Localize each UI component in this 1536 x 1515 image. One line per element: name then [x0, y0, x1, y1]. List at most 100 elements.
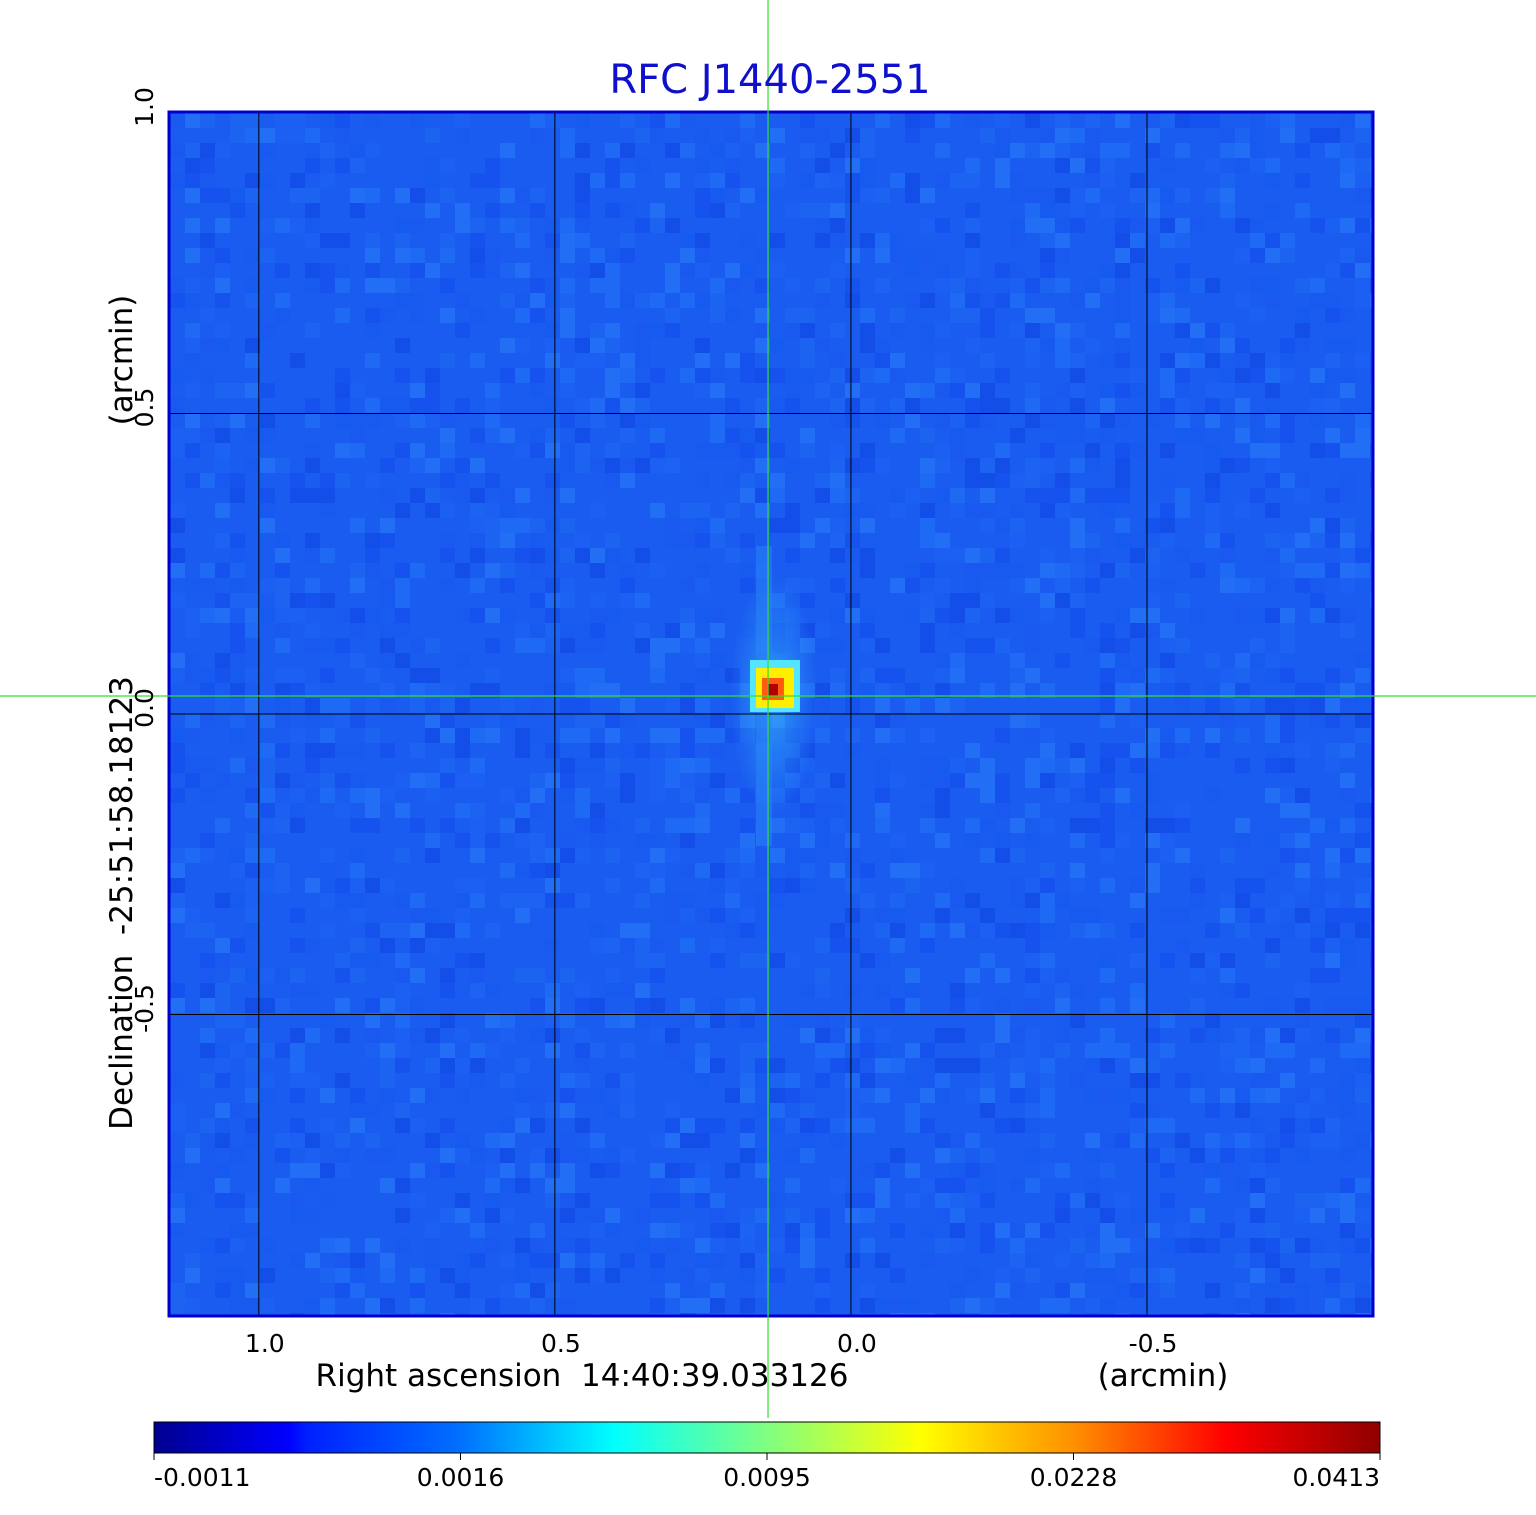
noise-pixel — [1190, 353, 1205, 368]
noise-pixel — [1070, 188, 1085, 203]
noise-pixel — [425, 1133, 440, 1148]
noise-pixel — [725, 158, 740, 173]
noise-pixel — [890, 503, 905, 518]
noise-pixel — [1235, 398, 1250, 413]
noise-pixel — [890, 173, 905, 188]
noise-pixel — [1265, 1238, 1280, 1253]
noise-pixel — [1085, 773, 1100, 788]
noise-pixel — [800, 173, 815, 188]
y-tick-label: -0.5 — [130, 984, 159, 1033]
noise-pixel — [320, 173, 335, 188]
noise-pixel — [740, 908, 755, 923]
noise-pixel — [620, 173, 635, 188]
noise-pixel — [1160, 908, 1175, 923]
noise-pixel — [230, 668, 245, 683]
noise-pixel — [1370, 173, 1372, 188]
noise-pixel — [860, 518, 875, 533]
noise-pixel — [980, 1298, 995, 1313]
noise-pixel — [395, 293, 410, 308]
noise-pixel — [830, 683, 845, 698]
noise-pixel — [215, 1103, 230, 1118]
noise-pixel — [1370, 533, 1372, 548]
noise-pixel — [620, 1103, 635, 1118]
noise-pixel — [455, 473, 470, 488]
noise-pixel — [665, 113, 680, 128]
y-axis-label: Declination -25:51:58.18123 — [104, 676, 140, 1130]
noise-pixel — [1115, 383, 1130, 398]
noise-pixel — [1190, 953, 1205, 968]
noise-pixel — [1325, 263, 1340, 278]
noise-pixel — [920, 1178, 935, 1193]
noise-pixel — [410, 308, 425, 323]
noise-pixel — [605, 968, 620, 983]
noise-pixel — [725, 1088, 740, 1103]
noise-pixel — [530, 1163, 545, 1178]
noise-pixel — [1025, 383, 1040, 398]
noise-pixel — [905, 383, 920, 398]
noise-pixel — [245, 878, 260, 893]
noise-pixel — [590, 248, 605, 263]
noise-pixel — [245, 893, 260, 908]
noise-pixel — [470, 773, 485, 788]
noise-pixel — [845, 1028, 860, 1043]
noise-pixel — [845, 1103, 860, 1118]
noise-pixel — [545, 623, 560, 638]
noise-pixel — [905, 578, 920, 593]
noise-pixel — [920, 1088, 935, 1103]
noise-pixel — [1160, 743, 1175, 758]
noise-pixel — [1250, 368, 1265, 383]
noise-pixel — [860, 1118, 875, 1133]
noise-pixel — [680, 293, 695, 308]
noise-pixel — [245, 1298, 260, 1313]
noise-pixel — [200, 683, 215, 698]
noise-pixel — [380, 638, 395, 653]
noise-pixel — [815, 1013, 830, 1028]
noise-pixel — [770, 1268, 785, 1283]
noise-pixel — [860, 323, 875, 338]
noise-pixel — [680, 578, 695, 593]
noise-pixel — [530, 833, 545, 848]
noise-pixel — [725, 173, 740, 188]
noise-pixel — [1175, 488, 1190, 503]
noise-pixel — [725, 1163, 740, 1178]
noise-pixel — [500, 263, 515, 278]
noise-pixel — [1175, 803, 1190, 818]
noise-pixel — [1130, 1283, 1145, 1298]
noise-pixel — [470, 173, 485, 188]
noise-pixel — [245, 1283, 260, 1298]
noise-pixel — [1055, 188, 1070, 203]
noise-pixel — [650, 1298, 665, 1313]
noise-pixel — [440, 278, 455, 293]
noise-pixel — [1100, 1268, 1115, 1283]
noise-pixel — [980, 503, 995, 518]
noise-pixel — [1145, 548, 1160, 563]
noise-pixel — [740, 848, 755, 863]
noise-pixel — [1115, 458, 1130, 473]
noise-pixel — [1160, 1118, 1175, 1133]
noise-pixel — [1115, 443, 1130, 458]
noise-pixel — [515, 308, 530, 323]
noise-pixel — [500, 428, 515, 443]
noise-pixel — [1325, 1253, 1340, 1268]
noise-pixel — [215, 383, 230, 398]
noise-pixel — [650, 458, 665, 473]
noise-pixel — [980, 758, 995, 773]
noise-pixel — [275, 308, 290, 323]
noise-pixel — [590, 563, 605, 578]
noise-pixel — [590, 1088, 605, 1103]
noise-pixel — [680, 893, 695, 908]
noise-pixel — [365, 953, 380, 968]
colorbar-tick-label: -0.0011 — [154, 1463, 251, 1492]
noise-pixel — [170, 518, 185, 533]
noise-pixel — [875, 773, 890, 788]
noise-pixel — [1070, 293, 1085, 308]
noise-pixel — [740, 353, 755, 368]
noise-pixel — [1295, 1103, 1310, 1118]
noise-pixel — [440, 188, 455, 203]
noise-pixel — [740, 818, 755, 833]
noise-pixel — [1025, 203, 1040, 218]
noise-pixel — [1130, 188, 1145, 203]
noise-pixel — [560, 143, 575, 158]
noise-pixel — [1085, 1133, 1100, 1148]
noise-pixel — [1325, 428, 1340, 443]
